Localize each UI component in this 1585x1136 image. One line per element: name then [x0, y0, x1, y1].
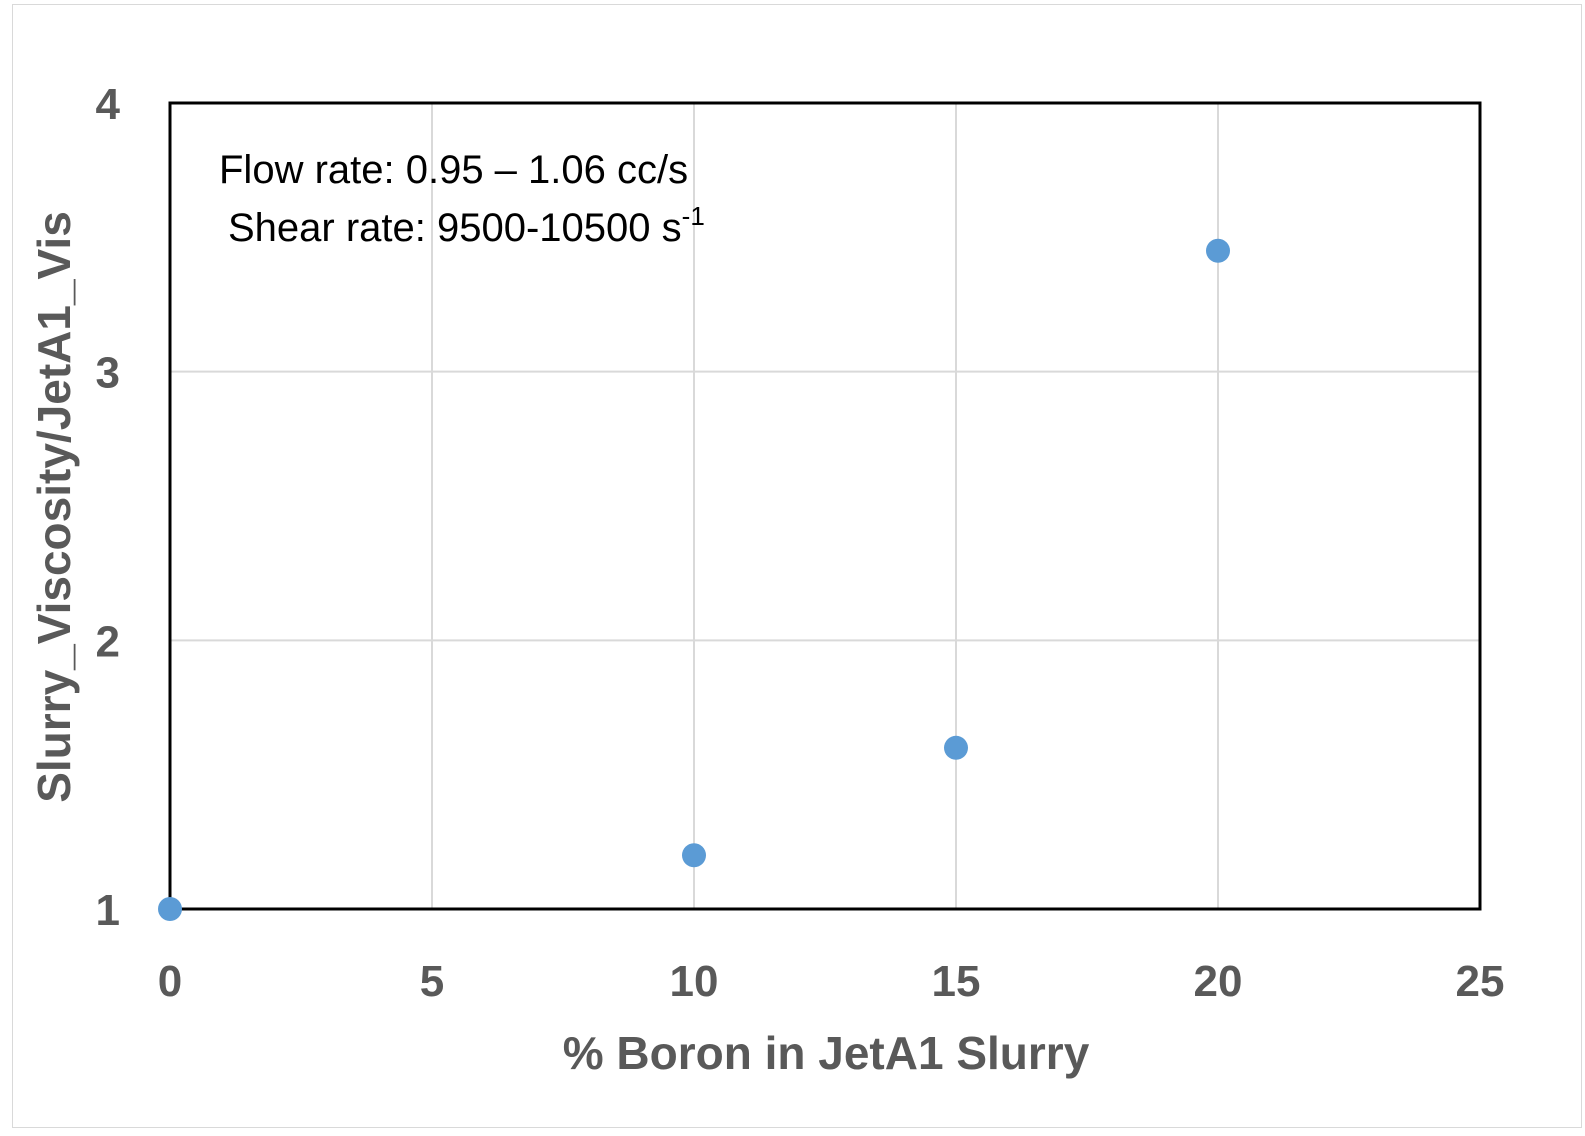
x-tick-label: 5 — [420, 957, 444, 1006]
y-tick-label: 4 — [96, 80, 121, 129]
data-points — [158, 238, 1230, 921]
x-tick-label: 10 — [670, 957, 719, 1006]
x-tick-label: 20 — [1194, 957, 1243, 1006]
x-tick-label: 25 — [1456, 957, 1505, 1006]
annotation-shear-rate-superscript: -1 — [682, 201, 705, 231]
y-tick-label: 1 — [96, 886, 120, 935]
data-point — [158, 897, 182, 921]
y-tick-label: 2 — [96, 617, 120, 666]
x-axis-ticks: 0 5 10 15 20 25 — [158, 957, 1505, 1006]
annotation-flow-rate: Flow rate: 0.95 – 1.06 cc/s — [219, 148, 688, 192]
y-axis-title: Slurry_Viscosity/JetA1_Vis — [28, 211, 80, 803]
x-tick-label: 15 — [932, 957, 981, 1006]
y-tick-label: 3 — [96, 349, 120, 398]
annotation-shear-rate: Shear rate: 9500-10500 s-1 — [228, 201, 705, 250]
chart-frame — [12, 4, 1582, 1128]
data-point — [1206, 238, 1230, 263]
plot-area — [168, 101, 1482, 911]
annotation-shear-rate-main: Shear rate: 9500-10500 s — [228, 206, 682, 250]
data-point — [944, 735, 968, 760]
x-tick-label: 0 — [158, 957, 182, 1006]
y-axis-ticks: 1 2 3 4 — [96, 80, 121, 935]
x-axis-title: % Boron in JetA1 Slurry — [563, 1027, 1090, 1079]
data-point — [682, 843, 706, 868]
